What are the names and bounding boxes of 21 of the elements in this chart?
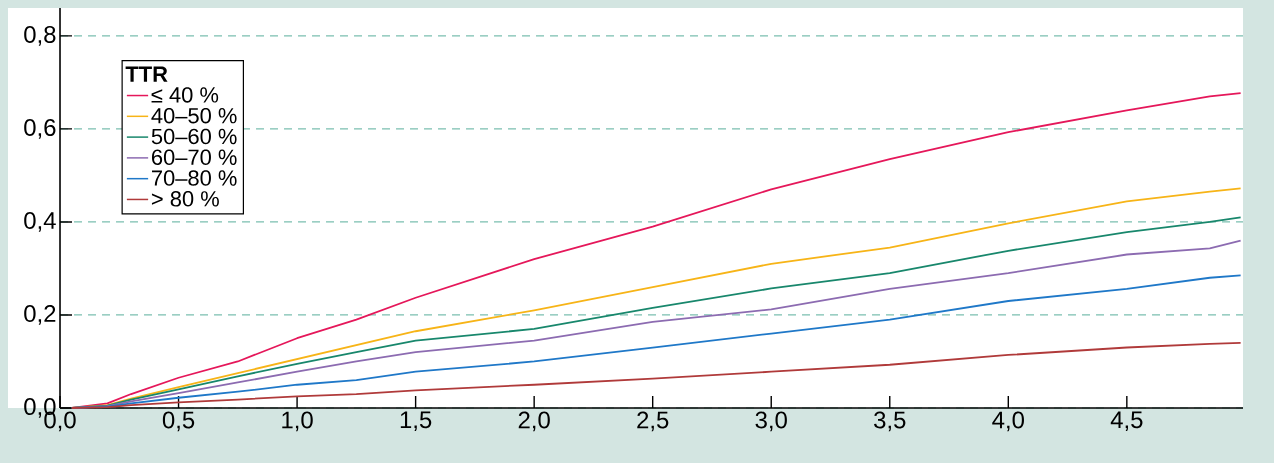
x-tick-label: 4,5 — [1110, 411, 1143, 432]
x-tick-label: 4,0 — [992, 411, 1024, 432]
x-tick-label: 3,0 — [755, 411, 787, 432]
x-tick-label: 2,5 — [637, 411, 669, 432]
line-series — [70, 341, 1242, 409]
x-tick-label: 3,5 — [874, 411, 906, 432]
x-tick-label: 0,5 — [162, 411, 195, 432]
legend-label: 70–80 % — [152, 170, 237, 186]
y-tick-label: 0,4 — [24, 212, 56, 232]
legend-label: 50–60 % — [151, 128, 237, 145]
legend-label: 60–70 % — [151, 149, 237, 166]
legend-label: ≤ 40 % — [151, 87, 219, 103]
legend-label: 40–50 % — [151, 107, 237, 124]
x-tick-label: 1,5 — [400, 411, 432, 432]
x-tick-label: 1,0 — [282, 411, 313, 432]
x-tick-label: 2,0 — [518, 411, 550, 432]
legend-label: > 80 % — [151, 191, 219, 207]
y-tick-label: 0,6 — [24, 119, 56, 139]
legend-title: TTR — [125, 66, 168, 82]
y-tick-label: 0,2 — [24, 305, 56, 325]
y-tick-label: 0,8 — [24, 26, 56, 46]
